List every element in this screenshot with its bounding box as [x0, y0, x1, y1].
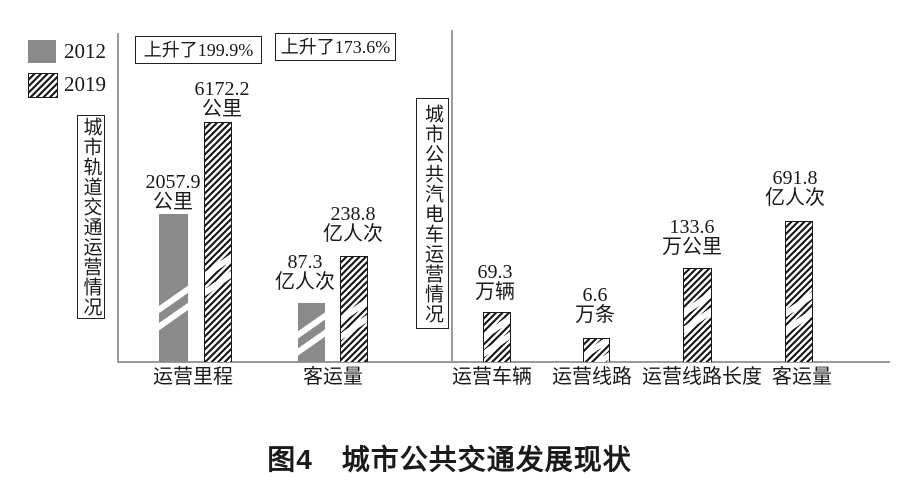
axis-break-mark	[484, 313, 510, 360]
bar-bus-passengers-2019	[785, 221, 813, 362]
value-number: 69.3	[477, 261, 513, 283]
category-label-bus-passengers: 客运量	[772, 366, 832, 388]
x-axis-line	[117, 361, 890, 363]
value-label-bus-vehicles: 69.3 万辆	[440, 262, 550, 302]
panel-divider-line	[451, 30, 453, 362]
bar-rail-passengers-2012	[298, 303, 325, 362]
bar-bus-routes-2019	[583, 338, 610, 362]
category-label-bus-route-length: 运营线路长度	[642, 366, 762, 388]
category-label-bus-vehicles: 运营车辆	[452, 366, 532, 388]
bar-rail-mileage-2019	[204, 122, 232, 362]
legend-label-2019: 2019	[64, 72, 106, 96]
figure-caption: 图4 城市公共交通发展现状	[267, 444, 632, 475]
bar-bus-vehicles-2019	[483, 312, 511, 362]
value-number: 6.6	[582, 284, 608, 306]
value-unit: 公里	[153, 191, 193, 213]
plot-area	[159, 122, 813, 362]
bar-bus-route-length-2019	[683, 268, 712, 362]
value-number: 238.8	[330, 203, 376, 225]
value-label-bus-passengers: 691.8 亿人次	[740, 168, 850, 208]
value-unit: 亿人次	[323, 223, 383, 245]
axis-break-mark	[684, 288, 711, 336]
axis-break-mark	[341, 295, 367, 343]
value-label-bus-routes: 6.6 万条	[540, 285, 650, 325]
value-unit: 万公里	[662, 236, 722, 258]
value-label-rail-passengers-2019: 238.8 亿人次	[298, 204, 408, 244]
category-label-rail-passengers: 客运量	[303, 366, 363, 388]
value-label-rail-passengers-2012: 87.3 亿人次	[250, 252, 360, 292]
category-label-rail-mileage: 运营里程	[153, 366, 233, 388]
value-unit: 万辆	[475, 281, 515, 303]
value-unit: 亿人次	[765, 187, 825, 209]
axis-break-mark	[298, 310, 325, 358]
value-number: 133.6	[669, 216, 715, 238]
axis-break-mark	[159, 283, 188, 333]
left-axis-line	[117, 33, 119, 362]
value-number: 87.3	[287, 251, 323, 273]
axis-break-mark	[205, 251, 231, 299]
bar-rail-mileage-2012	[159, 214, 188, 362]
legend-label-2012: 2012	[64, 39, 106, 63]
value-number: 691.8	[772, 167, 818, 189]
value-unit: 亿人次	[275, 271, 335, 293]
value-label-rail-mileage-2019: 6172.2 公里	[167, 79, 277, 119]
bar-rail-passengers-2019	[340, 256, 368, 362]
legend-swatch-2019	[28, 73, 58, 98]
axis-break-mark	[786, 289, 812, 337]
value-number: 6172.2	[194, 78, 250, 100]
value-unit: 公里	[202, 98, 242, 120]
annotation-rail-passengers-increase: 上升了173.6%	[275, 33, 396, 61]
legend-swatch-2012	[28, 40, 56, 63]
annotation-rail-mileage-increase: 上升了199.9%	[135, 36, 262, 64]
value-label-rail-mileage-2012: 2057.9 公里	[118, 172, 228, 212]
panel-label-rail-transit: 城市轨道交通运营情况	[77, 115, 105, 319]
value-label-bus-route-length: 133.6 万公里	[637, 217, 747, 257]
panel-label-bus-trolleybus: 城市公共汽电车运营情况	[416, 98, 449, 329]
value-unit: 万条	[575, 304, 615, 326]
category-label-bus-routes: 运营线路	[552, 366, 632, 388]
axis-break-mark	[584, 339, 609, 362]
value-number: 2057.9	[145, 171, 201, 193]
